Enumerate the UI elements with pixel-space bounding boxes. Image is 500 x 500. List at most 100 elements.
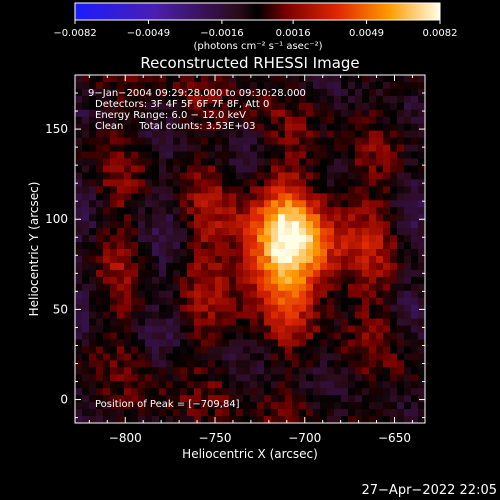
heatmap-cell bbox=[173, 269, 181, 278]
heatmap-cell bbox=[257, 242, 265, 250]
heatmap-cell bbox=[75, 416, 83, 423]
heatmap-cell bbox=[82, 339, 90, 348]
heatmap-cell bbox=[390, 249, 398, 257]
heatmap-cell bbox=[411, 144, 419, 153]
heatmap-cell bbox=[320, 151, 328, 160]
heatmap-cell bbox=[124, 262, 132, 271]
heatmap-cell bbox=[404, 228, 412, 236]
heatmap-cell bbox=[285, 95, 293, 104]
heatmap-cell bbox=[264, 193, 272, 201]
heatmap-cell bbox=[229, 144, 237, 153]
heatmap-cell bbox=[236, 158, 244, 167]
heatmap-cell bbox=[327, 200, 335, 208]
heatmap-cell bbox=[348, 235, 356, 243]
heatmap-cell bbox=[341, 283, 349, 292]
heatmap-cell bbox=[285, 116, 293, 125]
heatmap-cell bbox=[376, 123, 384, 132]
heatmap-cell bbox=[313, 262, 321, 271]
heatmap-cell bbox=[369, 388, 377, 396]
heatmap-cell bbox=[418, 325, 425, 334]
heatmap-cell bbox=[159, 116, 167, 125]
heatmap-cell bbox=[215, 179, 223, 187]
heatmap-cell bbox=[369, 221, 377, 229]
heatmap-cell bbox=[236, 395, 244, 403]
heatmap-cell bbox=[89, 249, 97, 257]
heatmap-cell bbox=[229, 269, 237, 278]
heatmap-cell bbox=[208, 116, 216, 125]
heatmap-cell bbox=[124, 311, 132, 320]
heatmap-cell bbox=[271, 172, 279, 180]
heatmap-cell bbox=[299, 395, 307, 403]
heatmap-cell bbox=[418, 242, 425, 250]
heatmap-cell bbox=[383, 137, 391, 146]
heatmap-cell bbox=[236, 388, 244, 396]
heatmap-cell bbox=[89, 304, 97, 313]
heatmap-cell bbox=[355, 151, 363, 160]
heatmap-cell bbox=[187, 360, 195, 368]
heatmap-cell bbox=[271, 130, 279, 139]
heatmap-cell bbox=[110, 144, 118, 153]
heatmap-cell bbox=[75, 235, 83, 243]
heatmap-cell bbox=[117, 95, 125, 104]
heatmap-cell bbox=[320, 255, 328, 264]
heatmap-cell bbox=[243, 297, 251, 306]
heatmap-cell bbox=[187, 144, 195, 153]
heatmap-cell bbox=[75, 255, 83, 264]
heatmap-cell bbox=[124, 221, 132, 229]
heatmap-cell bbox=[383, 151, 391, 160]
heatmap-cell bbox=[159, 332, 167, 341]
heatmap-cell bbox=[383, 221, 391, 229]
heatmap-cell bbox=[166, 88, 174, 97]
heatmap-cell bbox=[180, 325, 188, 334]
heatmap-cell bbox=[145, 137, 153, 146]
heatmap-cell bbox=[89, 200, 97, 208]
heatmap-cell bbox=[103, 395, 111, 403]
heatmap-cell bbox=[383, 81, 391, 90]
heatmap-cell bbox=[138, 186, 146, 194]
heatmap-cell bbox=[236, 102, 244, 111]
heatmap-cell bbox=[236, 311, 244, 320]
heatmap-cell bbox=[355, 409, 363, 417]
heatmap-cell bbox=[313, 283, 321, 292]
heatmap-cell bbox=[96, 228, 104, 236]
heatmap-cell bbox=[334, 325, 342, 334]
heatmap-cell bbox=[159, 311, 167, 320]
heatmap-cell bbox=[313, 311, 321, 320]
heatmap-cell bbox=[117, 179, 125, 187]
heatmap-cell bbox=[348, 346, 356, 354]
heatmap-cell bbox=[355, 242, 363, 250]
heatmap-cell bbox=[285, 360, 293, 368]
heatmap-cell bbox=[404, 144, 412, 153]
heatmap-cell bbox=[292, 242, 300, 250]
heatmap-cell bbox=[89, 242, 97, 250]
heatmap-cell bbox=[131, 116, 139, 125]
heatmap-cell bbox=[369, 235, 377, 243]
heatmap-cell bbox=[320, 402, 328, 410]
heatmap-cell bbox=[194, 116, 202, 125]
heatmap-cell bbox=[257, 381, 265, 389]
heatmap-cell bbox=[362, 207, 370, 215]
heatmap-cell bbox=[201, 200, 209, 208]
heatmap-cell bbox=[341, 235, 349, 243]
heatmap-cell bbox=[229, 325, 237, 334]
heatmap-cell bbox=[103, 269, 111, 278]
heatmap-cell bbox=[271, 374, 279, 382]
heatmap-cell bbox=[292, 346, 300, 354]
heatmap-cell bbox=[222, 262, 230, 271]
heatmap-cell bbox=[236, 283, 244, 292]
heatmap-cell bbox=[418, 269, 425, 278]
heatmap-cell bbox=[236, 172, 244, 180]
heatmap-cell bbox=[243, 207, 251, 215]
heatmap-cell bbox=[257, 137, 265, 146]
heatmap-cell bbox=[145, 144, 153, 153]
heatmap-cell bbox=[145, 116, 153, 125]
heatmap-cell bbox=[208, 151, 216, 160]
heatmap-cell bbox=[96, 304, 104, 313]
heatmap-cell bbox=[180, 179, 188, 187]
heatmap-cell bbox=[306, 235, 314, 243]
heatmap-cell bbox=[327, 395, 335, 403]
heatmap-cell bbox=[243, 200, 251, 208]
heatmap-cell bbox=[75, 339, 83, 348]
heatmap-cell bbox=[306, 367, 314, 375]
heatmap-cell bbox=[159, 214, 167, 222]
